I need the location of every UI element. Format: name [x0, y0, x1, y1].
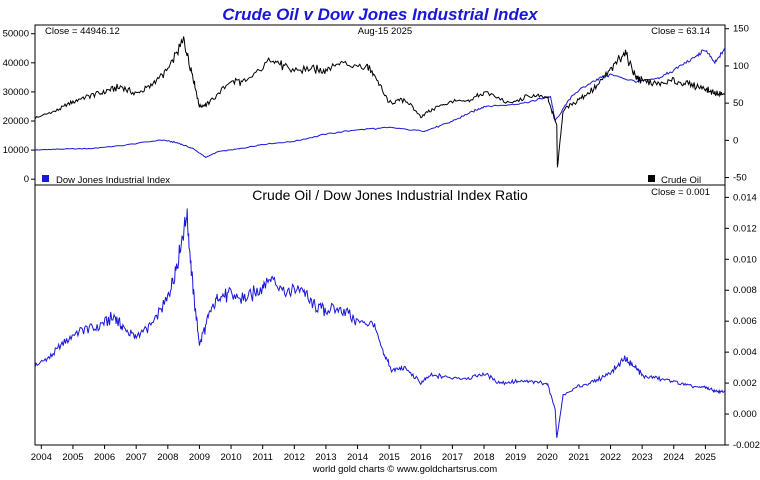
x-tick-label: 2004 — [31, 452, 52, 463]
right-tick-label: 100 — [733, 61, 749, 72]
right-tick-label: 0 — [733, 135, 738, 146]
oil-close-label: Close = 63.14 — [651, 26, 710, 37]
x-tick-label: 2005 — [62, 452, 83, 463]
ratio-line — [34, 208, 726, 438]
ratio-tick-label: 0.008 — [733, 285, 757, 296]
ratio-tick-label: 0.014 — [733, 192, 757, 203]
x-tick-label: 2020 — [537, 452, 558, 463]
ratio-tick-label: 0.000 — [733, 409, 757, 420]
left-tick-label: 30000 — [3, 87, 29, 98]
x-tick-label: 2022 — [600, 452, 621, 463]
x-tick-label: 2018 — [473, 452, 494, 463]
chart-title: Crude Oil v Dow Jones Industrial Index — [222, 5, 539, 24]
x-tick-label: 2016 — [410, 452, 431, 463]
ratio-tick-label: -0.002 — [733, 440, 760, 451]
ratio-tick-label: 0.004 — [733, 347, 757, 358]
crude-oil-line — [34, 36, 726, 168]
x-tick-label: 2011 — [252, 452, 272, 463]
x-tick-label: 2007 — [126, 452, 147, 463]
right-tick-label: 50 — [733, 98, 744, 109]
left-tick-label: 50000 — [3, 29, 29, 40]
x-tick-label: 2021 — [568, 452, 589, 463]
right-tick-label: -50 — [733, 173, 747, 184]
x-tick-label: 2009 — [189, 452, 210, 463]
x-tick-label: 2014 — [347, 452, 368, 463]
x-tick-label: 2012 — [284, 452, 305, 463]
chart-marks: 0 10000 20000 30000 40000 50000 -50 0 50 100 150 -0… — [3, 24, 760, 463]
left-tick-label: 40000 — [3, 58, 29, 69]
x-tick-label: 2017 — [442, 452, 463, 463]
x-tick-label: 2010 — [220, 452, 241, 463]
legend-swatch-dow — [42, 175, 49, 182]
left-tick-label: 0 — [24, 174, 29, 185]
dow-close-label: Close = 44946.12 — [45, 26, 120, 37]
bottom-panel-frame — [34, 184, 726, 446]
x-tick-label: 2024 — [663, 452, 684, 463]
legend-swatch-oil — [648, 175, 655, 182]
ratio-tick-label: 0.002 — [733, 378, 757, 389]
x-tick-label: 2006 — [94, 452, 115, 463]
footer-credit: world gold charts © www.goldchartsrus.co… — [312, 464, 497, 475]
ratio-tick-label: 0.012 — [733, 223, 757, 234]
dow-jones-line — [34, 47, 726, 159]
x-tick-label: 2013 — [315, 452, 336, 463]
left-tick-label: 10000 — [3, 145, 29, 156]
x-tick-label: 2025 — [695, 452, 716, 463]
x-tick-label: 2008 — [157, 452, 178, 463]
x-tick-label: 2015 — [379, 452, 400, 463]
ratio-tick-label: 0.006 — [733, 316, 757, 327]
ratio-tick-label: 0.010 — [733, 254, 757, 265]
legend-label-oil: Crude Oil — [661, 175, 701, 186]
date-label: Aug-15 2025 — [358, 26, 412, 37]
x-tick-label: 2023 — [632, 452, 653, 463]
ratio-close-label: Close = 0.001 — [651, 187, 710, 198]
ratio-title: Crude Oil / Dow Jones Industrial Index R… — [252, 187, 528, 203]
top-panel-frame — [34, 24, 726, 186]
left-tick-label: 20000 — [3, 116, 29, 127]
legend-label-dow: Dow Jones Industrial Index — [56, 175, 170, 186]
right-tick-label: 150 — [733, 24, 749, 35]
x-tick-label: 2019 — [505, 452, 526, 463]
